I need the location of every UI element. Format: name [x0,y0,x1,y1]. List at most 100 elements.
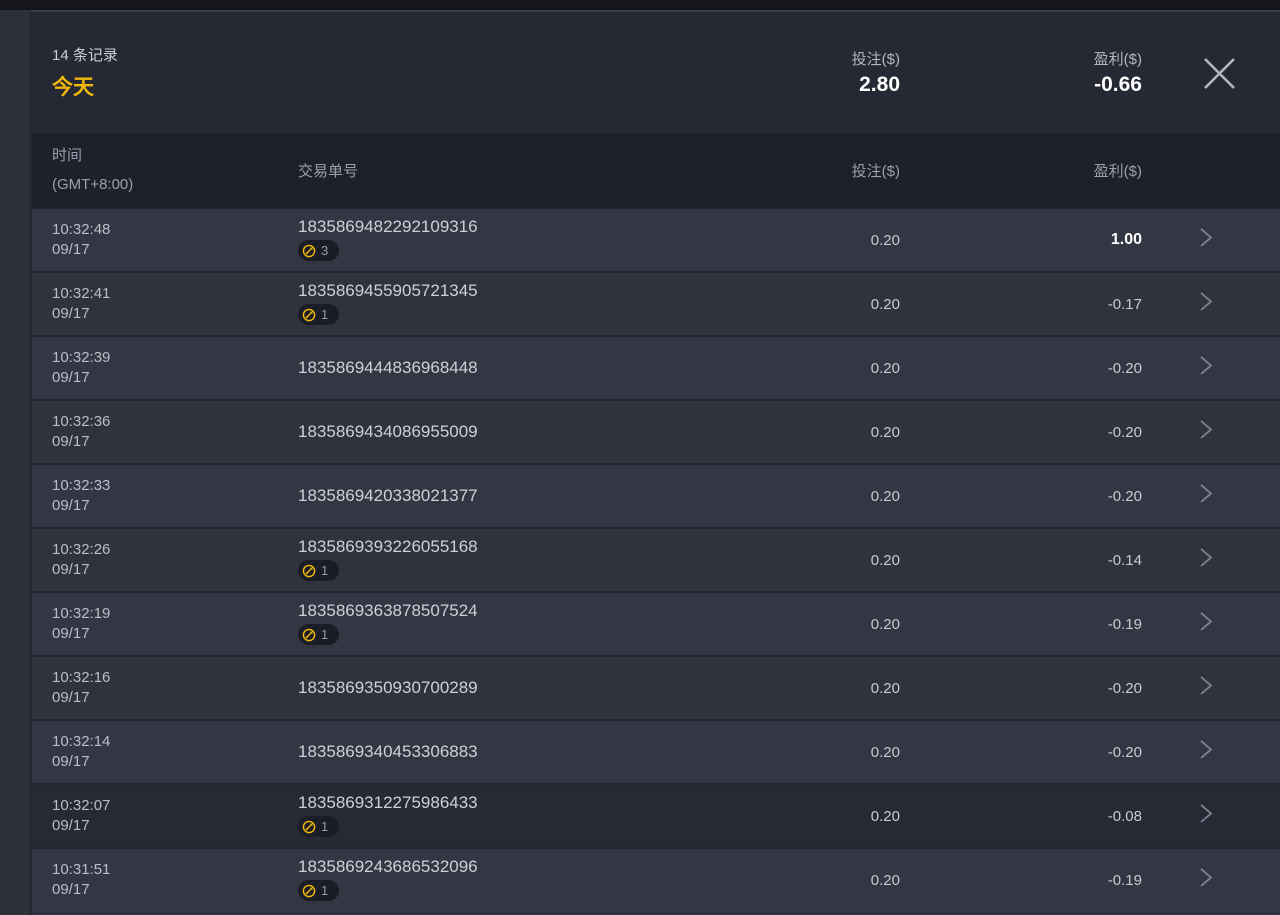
row-order-id: 1835869455905721345 [298,281,478,301]
row-profit-value: -0.20 [1107,679,1142,697]
chevron-right-icon[interactable] [1198,291,1215,312]
row-order-cell: 1835869243686532096 1 [298,857,658,903]
row-time-cell: 10:32:07 09/17 [52,796,298,836]
row-time-cell: 10:32:19 09/17 [52,604,298,644]
top-bar [0,0,1280,10]
count-badge: 3 [298,240,340,262]
column-header-profit: 盈利($) [1093,162,1142,180]
row-order-cell: 1835869363878507524 1 [298,601,658,647]
summary-profit-value: -0.66 [1094,73,1142,96]
chevron-right-icon[interactable] [1198,739,1215,760]
row-time-cell: 10:32:39 09/17 [52,348,298,388]
row-time: 10:32:26 [52,541,111,558]
row-date: 09/17 [52,561,90,578]
column-header-time-line1: 时间 [52,147,83,164]
table-row[interactable]: 10:32:16 09/17 1835869350930700289 0.20 … [32,655,1280,719]
row-date: 09/17 [52,817,90,834]
row-date: 09/17 [52,369,90,386]
summary-profit-label: 盈利($) [1093,51,1142,68]
table-row[interactable]: 10:32:07 09/17 1835869312275986433 1 0.2… [32,783,1280,847]
row-time: 10:32:14 [52,733,111,750]
close-button[interactable] [1196,50,1242,96]
table-row[interactable]: 10:32:19 09/17 1835869363878507524 1 0.2… [32,591,1280,655]
row-profit-value: -0.20 [1107,359,1142,377]
row-bet-value: 0.20 [870,359,900,377]
count-badge: 1 [298,624,340,646]
row-date: 09/17 [52,881,90,898]
coin-arrow-icon [302,308,316,322]
row-bet-value: 0.20 [870,743,900,761]
row-order-id: 1835869350930700289 [298,678,478,697]
table-row[interactable]: 10:32:39 09/17 1835869444836968448 0.20 … [32,335,1280,399]
row-time: 10:32:41 [52,285,111,302]
row-bet-value: 0.20 [870,807,900,825]
row-profit-value: 1.00 [1110,231,1142,248]
row-profit-value: -0.19 [1107,615,1142,633]
table-row[interactable]: 10:31:51 09/17 1835869243686532096 1 0.2… [32,847,1280,911]
chevron-right-icon[interactable] [1198,675,1215,696]
chevron-right-icon[interactable] [1198,483,1215,504]
column-header-order: 交易单号 [298,162,359,180]
row-time: 10:32:33 [52,477,111,494]
count-badge: 1 [298,880,340,902]
table-row[interactable]: 10:32:26 09/17 1835869393226055168 1 0.2… [32,527,1280,591]
chevron-right-icon[interactable] [1198,547,1215,568]
table-header-row: 时间 (GMT+8:00) 交易单号 投注($) 盈利($) [32,133,1280,207]
chevron-right-icon[interactable] [1198,227,1215,248]
chevron-right-icon[interactable] [1198,867,1215,888]
row-order-id: 1835869363878507524 [298,601,478,621]
count-badge-number: 1 [321,883,329,899]
row-order-id: 1835869312275986433 [298,793,478,813]
row-order-cell: 1835869340453306883 [298,742,658,762]
row-time: 10:32:48 [52,221,111,238]
row-order-id: 1835869420338021377 [298,486,478,505]
chevron-right-icon[interactable] [1198,803,1215,824]
table-row[interactable]: 10:32:36 09/17 1835869434086955009 0.20 … [32,399,1280,463]
coin-arrow-icon [302,564,316,578]
row-date: 09/17 [52,497,90,514]
row-time-cell: 10:32:26 09/17 [52,540,298,580]
count-badge: 1 [298,304,340,326]
row-bet-value: 0.20 [870,551,900,569]
row-time: 10:32:16 [52,669,111,686]
row-date: 09/17 [52,753,90,770]
row-bet-value: 0.20 [870,679,900,697]
row-order-id: 1835869243686532096 [298,857,478,877]
row-bet-value: 0.20 [870,423,900,441]
chevron-right-icon[interactable] [1198,419,1215,440]
row-time-cell: 10:32:14 09/17 [52,732,298,772]
count-badge-number: 1 [321,563,329,579]
row-date: 09/17 [52,689,90,706]
count-badge-number: 1 [321,627,329,643]
date-filter-label[interactable]: 今天 [52,76,94,99]
summary-header: 14 条记录 今天 投注($) 2.80 盈利($) -0.66 [32,12,1280,133]
table-row[interactable]: 10:32:41 09/17 1835869455905721345 1 0.2… [32,271,1280,335]
row-order-id: 1835869340453306883 [298,742,478,761]
records-count: 14 条记录 [52,47,118,64]
count-badge: 1 [298,560,340,582]
row-order-id: 1835869444836968448 [298,358,478,377]
table-row[interactable]: 10:32:33 09/17 1835869420338021377 0.20 … [32,463,1280,527]
table-row[interactable]: 10:32:14 09/17 1835869340453306883 0.20 … [32,719,1280,783]
row-bet-value: 0.20 [870,615,900,633]
coin-arrow-icon [302,820,316,834]
column-header-bet: 投注($) [851,162,900,180]
column-header-time: 时间 (GMT+8:00) [52,141,298,199]
count-badge-number: 3 [321,243,329,259]
row-order-id: 1835869482292109316 [298,217,478,237]
row-order-id: 1835869393226055168 [298,537,478,557]
chevron-right-icon[interactable] [1198,355,1215,376]
table-row[interactable]: 10:32:48 09/17 1835869482292109316 3 0.2… [32,207,1280,271]
summary-title: 14 条记录 今天 [52,44,658,101]
row-profit-value: -0.20 [1107,743,1142,761]
row-date: 09/17 [52,433,90,450]
row-time: 10:32:19 [52,605,111,622]
chevron-right-icon[interactable] [1198,611,1215,632]
row-order-cell: 1835869393226055168 1 [298,537,658,583]
column-header-time-line2: (GMT+8:00) [52,176,134,193]
coin-arrow-icon [302,884,316,898]
row-date: 09/17 [52,241,90,258]
row-profit-value: -0.08 [1107,807,1142,825]
row-order-cell: 1835869455905721345 1 [298,281,658,327]
count-badge-number: 1 [321,819,329,835]
